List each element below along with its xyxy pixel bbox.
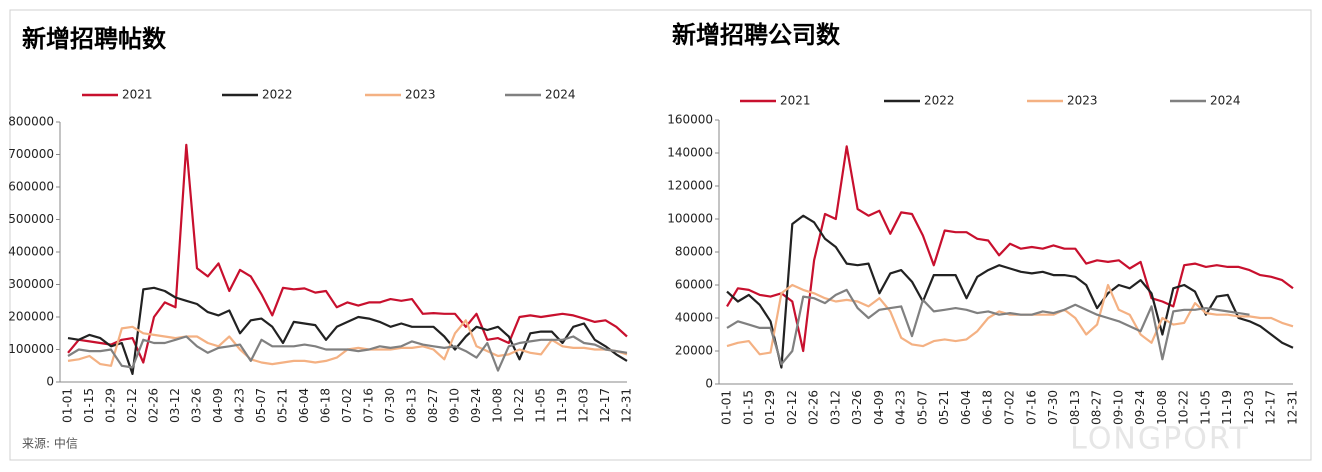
x-tick-label: 05-21 [937, 390, 951, 425]
x-tick-label: 08-13 [1068, 390, 1082, 425]
chart-title: 新增招聘公司数 [672, 21, 841, 49]
x-tick-label: 04-09 [211, 388, 225, 423]
series-line [726, 283, 1294, 356]
legend-label: 2021 [780, 94, 811, 108]
x-tick-label: 03-26 [190, 388, 204, 423]
series-line [67, 335, 628, 372]
y-tick-label: 100000 [667, 212, 713, 226]
x-tick-label: 12-17 [598, 388, 612, 423]
x-tick-label: 11-05 [1198, 390, 1212, 425]
y-tick-label: 60000 [675, 278, 713, 292]
x-tick-label: 06-18 [319, 388, 333, 423]
watermark: LONGPORT [1070, 422, 1250, 457]
x-tick-label: 08-27 [426, 388, 440, 423]
y-tick-label: 80000 [675, 245, 713, 259]
x-tick-label: 09-24 [469, 388, 483, 423]
y-tick-label: 100000 [8, 342, 54, 356]
x-tick-label: 12-03 [1242, 390, 1256, 425]
y-tick-label: 400000 [8, 245, 54, 259]
x-tick-label: 03-12 [168, 388, 182, 423]
x-tick-label: 05-07 [915, 390, 929, 425]
y-tick-label: 160000 [667, 113, 713, 127]
x-tick-label: 02-26 [147, 388, 161, 423]
x-tick-label: 09-10 [448, 388, 462, 423]
x-tick-label: 07-02 [1003, 390, 1017, 425]
legend-label: 2024 [1210, 94, 1241, 108]
x-tick-label: 02-12 [785, 390, 799, 425]
series-line [726, 288, 1250, 366]
x-tick-label: 04-23 [894, 390, 908, 425]
source: 来源: 中信 [22, 436, 78, 451]
y-tick-label: 800000 [8, 115, 54, 129]
series-line [726, 214, 1294, 369]
x-tick-label: 04-23 [233, 388, 247, 423]
x-tick-label: 11-19 [1220, 390, 1234, 425]
x-tick-label: 10-08 [491, 388, 505, 423]
x-tick-label: 01-01 [720, 390, 734, 425]
y-tick-label: 40000 [675, 311, 713, 325]
x-tick-label: 12-31 [620, 388, 634, 423]
x-tick-label: 12-31 [1286, 390, 1300, 425]
x-tick-label: 06-18 [981, 390, 995, 425]
x-tick-label: 01-29 [763, 390, 777, 425]
y-tick-label: 300000 [8, 277, 54, 291]
x-tick-label: 01-15 [741, 390, 755, 425]
y-tick-label: 140000 [667, 146, 713, 160]
legend-label: 2023 [1067, 94, 1098, 108]
series-line [726, 145, 1294, 353]
series-line [67, 286, 628, 375]
x-tick-label: 02-26 [807, 390, 821, 425]
x-tick-label: 08-13 [405, 388, 419, 423]
y-tick-label: 500000 [8, 212, 54, 226]
legend-label: 2023 [405, 88, 436, 102]
y-tick-label: 700000 [8, 147, 54, 161]
legend-label: 2024 [545, 88, 576, 102]
x-tick-label: 01-01 [61, 388, 75, 423]
x-tick-label: 08-27 [1090, 390, 1104, 425]
x-tick-label: 07-16 [1024, 390, 1038, 425]
y-tick-label: 20000 [675, 344, 713, 358]
series-line [67, 143, 628, 364]
chart-title: 新增招聘帖数 [22, 25, 167, 53]
x-tick-label: 03-26 [850, 390, 864, 425]
x-tick-label: 03-12 [828, 390, 842, 425]
legend-label: 2022 [262, 88, 293, 102]
legend-label: 2022 [924, 94, 955, 108]
y-tick-label: 0 [705, 377, 713, 391]
legend-label: 2021 [122, 88, 153, 102]
x-tick-label: 10-22 [1177, 390, 1191, 425]
frame [9, 9, 1312, 461]
y-tick-label: 120000 [667, 179, 713, 193]
x-tick-label: 10-22 [512, 388, 526, 423]
x-tick-label: 01-15 [82, 388, 96, 423]
x-tick-label: 07-30 [1046, 390, 1060, 425]
x-tick-label: 07-02 [340, 388, 354, 423]
x-tick-label: 10-08 [1155, 390, 1169, 425]
x-tick-label: 02-12 [125, 388, 139, 423]
y-tick-label: 600000 [8, 180, 54, 194]
x-tick-label: 04-09 [872, 390, 886, 425]
x-tick-label: 05-21 [276, 388, 290, 423]
x-tick-label: 07-16 [362, 388, 376, 423]
x-tick-label: 09-10 [1111, 390, 1125, 425]
x-tick-label: 06-04 [959, 390, 973, 425]
x-tick-label: 07-30 [383, 388, 397, 423]
y-tick-label: 0 [46, 375, 54, 389]
x-tick-label: 11-05 [534, 388, 548, 423]
x-tick-label: 12-03 [577, 388, 591, 423]
y-tick-label: 200000 [8, 310, 54, 324]
x-tick-label: 09-24 [1133, 390, 1147, 425]
x-tick-label: 05-07 [254, 388, 268, 423]
x-tick-label: 12-17 [1264, 390, 1278, 425]
x-tick-label: 11-19 [555, 388, 569, 423]
x-tick-label: 06-04 [297, 388, 311, 423]
x-tick-label: 01-29 [104, 388, 118, 423]
